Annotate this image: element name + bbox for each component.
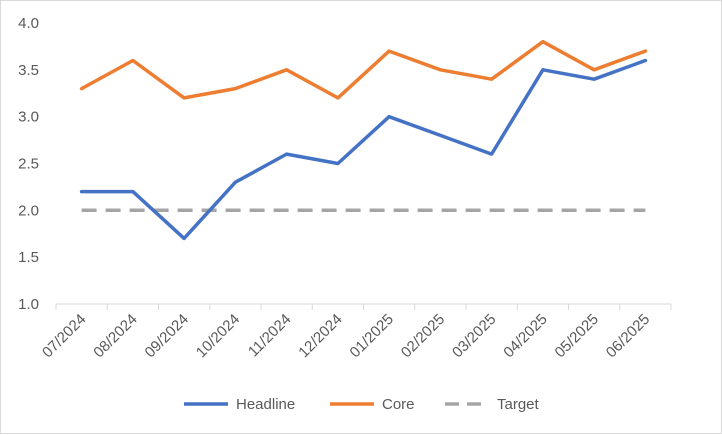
series-line-headline [79,58,648,241]
x-tick-label: 03/2025 [449,311,499,361]
x-tick-label: 12/2024 [295,311,345,361]
y-axis-tick-labels: 1.0 1.5 2.0 2.5 3.0 3.5 4.0 [18,15,39,313]
y-tick-label: 1.5 [18,249,39,266]
x-tick-label: 07/2024 [39,311,89,361]
x-tick-label: 11/2024 [245,311,295,361]
y-tick-label: 3.5 [18,62,39,79]
y-tick-label: 2.0 [18,202,39,219]
x-axis [55,303,672,310]
x-tick-label: 10/2024 [193,311,243,361]
legend-label-target: Target [497,396,540,413]
x-tick-label: 04/2025 [500,311,550,361]
series-lines [79,39,648,241]
series-line-core [79,39,648,100]
y-tick-label: 2.5 [18,156,39,173]
x-tick-label: 09/2024 [142,311,192,361]
legend: Headline Core Target [184,396,540,413]
y-tick-label: 1.0 [18,296,39,313]
x-tick-label: 05/2025 [552,311,602,361]
x-tick-label: 06/2025 [603,311,653,361]
y-tick-label: 3.0 [18,109,39,126]
x-axis-tick-labels: 07/2024 08/2024 09/2024 10/2024 11/2024 12/20… [39,311,653,361]
legend-label-headline: Headline [236,396,295,413]
x-tick-label: 01/2025 [347,311,397,361]
legend-label-core: Core [382,396,415,413]
x-tick-label: 02/2025 [398,311,448,361]
y-tick-label: 4.0 [18,15,39,32]
x-tick-label: 08/2024 [90,311,140,361]
